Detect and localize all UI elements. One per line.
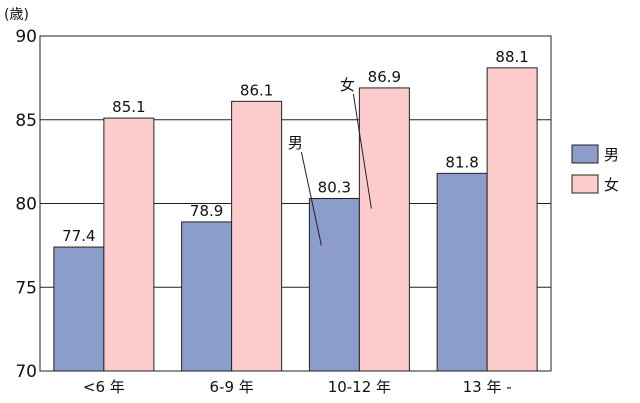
legend-label: 女 xyxy=(604,176,619,194)
legend-swatch xyxy=(571,144,599,164)
data-label: 88.1 xyxy=(495,48,528,66)
data-label: 77.4 xyxy=(62,227,95,245)
y-tick-label: 75 xyxy=(15,278,37,298)
category-label: <6 年 xyxy=(83,378,125,396)
data-label: 80.3 xyxy=(318,178,351,196)
x-category-labels: <6 年 6-9 年 10-12 年 13 年 - xyxy=(83,378,512,396)
bar-male xyxy=(181,221,233,372)
bar-female xyxy=(486,67,538,372)
annotation-leader xyxy=(352,93,372,209)
data-label: 81.8 xyxy=(445,153,478,171)
y-tick-label: 90 xyxy=(15,27,37,47)
annotation-label: 男 xyxy=(288,134,303,152)
bars xyxy=(53,67,538,372)
category-label: 13 年 - xyxy=(463,378,512,396)
legend-label: 男 xyxy=(604,146,619,164)
annotation-label: 女 xyxy=(340,76,355,94)
annotations: 男女 xyxy=(288,76,372,246)
bar-female xyxy=(231,100,283,372)
bar-female xyxy=(103,117,155,372)
y-tick-labels: 70 75 80 85 90 xyxy=(15,27,37,382)
data-label: 78.9 xyxy=(190,202,223,220)
annotation-leader xyxy=(300,151,322,246)
y-axis-unit: (歳) xyxy=(4,7,29,23)
legend-swatch xyxy=(571,174,599,194)
y-tick-label: 80 xyxy=(15,195,37,215)
data-labels: 77.4 85.1 78.9 86.1 80.3 86.9 81.8 88.1 xyxy=(62,48,529,245)
bar-male xyxy=(436,172,488,372)
plot-frame xyxy=(39,35,552,372)
y-tick-label: 85 xyxy=(15,111,37,131)
bar-male xyxy=(53,246,105,372)
category-label: 6-9 年 xyxy=(209,378,253,396)
data-label: 86.1 xyxy=(240,81,273,99)
legend: 男女 xyxy=(571,144,619,194)
data-label: 85.1 xyxy=(112,98,145,116)
bar-female xyxy=(358,87,410,372)
y-tick-label: 70 xyxy=(15,362,37,382)
category-label: 10-12 年 xyxy=(328,378,391,396)
data-label: 86.9 xyxy=(368,68,401,86)
